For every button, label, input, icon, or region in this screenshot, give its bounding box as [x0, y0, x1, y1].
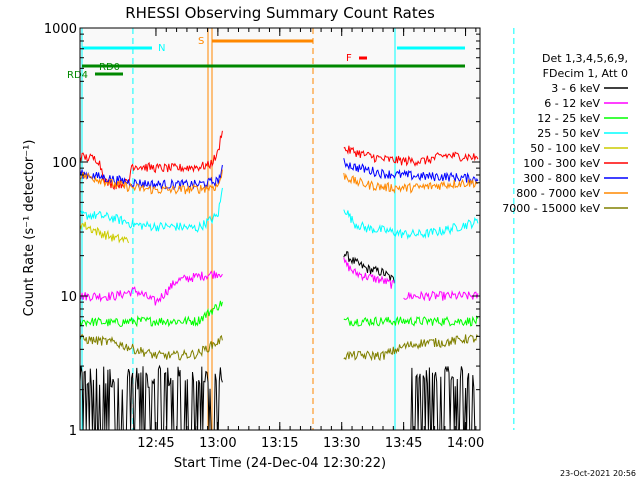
legend-label: 50 - 100 keV: [530, 142, 600, 155]
x-tick-label: 13:15: [261, 436, 298, 451]
series-trace: [403, 289, 479, 302]
legend-label: 300 - 800 keV: [523, 172, 600, 185]
legend-label: 7000 - 15000 keV: [502, 202, 600, 215]
series-50-100-kev: [79, 221, 129, 244]
series-trace: [343, 315, 479, 327]
annotation-label-n: N: [158, 43, 165, 54]
series-trace: [79, 300, 223, 328]
legend: Det 1,3,4,5,6,9, FDecim 1, Att 0 3 - 6 k…: [502, 52, 628, 215]
x-tick-label: 13:30: [323, 436, 360, 451]
annotation-label-rd4: RD4: [67, 70, 88, 81]
annotation-label-rd0: RD0: [99, 62, 120, 73]
start-time: 24-Dec-04 12:30:22: [251, 456, 381, 471]
series-800-7000-kev: [79, 169, 479, 195]
series-6-12-kev: [79, 257, 479, 306]
legend-label: 100 - 300 keV: [523, 157, 600, 170]
y-tick-label: 1000: [44, 22, 77, 37]
legend-label: 6 - 12 keV: [544, 97, 600, 110]
series-trace: [343, 209, 479, 240]
series-trace: [79, 169, 223, 195]
series-100-300-kev: [79, 130, 479, 191]
series-trace: [343, 158, 479, 186]
legend-label: 12 - 25 keV: [537, 112, 600, 125]
annotation-label-f: F: [346, 53, 352, 64]
legend-label: 3 - 6 keV: [551, 82, 600, 95]
legend-header-1: Det 1,3,4,5,6,9,: [542, 52, 628, 65]
x-axis-label-suffix: ): [381, 456, 386, 471]
axes: 1 10 100 1000 12:45 13:00 13:15 13:30 13:45 14:00: [44, 22, 484, 451]
legend-label: 25 - 50 keV: [537, 127, 600, 140]
series-trace: [79, 221, 129, 244]
x-tick-label: 13:45: [385, 436, 422, 451]
x-tick-label: 12:45: [137, 436, 174, 451]
series-trace: [79, 333, 223, 361]
series-7000-15000-kev: [79, 333, 479, 362]
series-trace: [79, 187, 223, 233]
series-trace: [343, 145, 479, 167]
series-trace: [343, 250, 395, 284]
series-trace: [79, 164, 223, 191]
series-300-800-kev: [79, 158, 479, 191]
series-trace: [403, 366, 478, 431]
x-tick-label: 14:00: [447, 436, 484, 451]
y-tick-label: 1: [69, 424, 77, 439]
y-axis-label: Count Rate (s⁻¹ detector⁻¹): [22, 140, 37, 317]
series-trace: [343, 333, 479, 362]
plot-area: N S F RD0 RD4: [67, 28, 515, 430]
x-axis-label: Start Time (24-Dec-04 12:30:22): [174, 456, 386, 471]
series-12-25-kev: [79, 300, 479, 328]
x-tick-label: 13:00: [199, 436, 236, 451]
legend-label: 800 - 7000 keV: [516, 187, 600, 200]
data-marks: [79, 130, 479, 431]
series-trace: [79, 270, 223, 306]
generation-timestamp: 23-Oct-2021 20:56: [560, 469, 636, 478]
y-tick-label: 100: [52, 156, 77, 171]
plot-background: [80, 28, 480, 430]
annotation-label-s: S: [198, 36, 204, 47]
y-tick-label: 10: [60, 290, 77, 305]
series-trace: [343, 172, 479, 194]
legend-header-2: FDecim 1, Att 0: [543, 67, 628, 80]
chart-title: RHESSI Observing Summary Count Rates: [125, 4, 435, 22]
x-axis-label-prefix: Start Time (: [174, 456, 251, 471]
series-25-50-kev: [79, 187, 479, 240]
series-trace: [343, 257, 395, 289]
series-trace: [79, 130, 223, 191]
